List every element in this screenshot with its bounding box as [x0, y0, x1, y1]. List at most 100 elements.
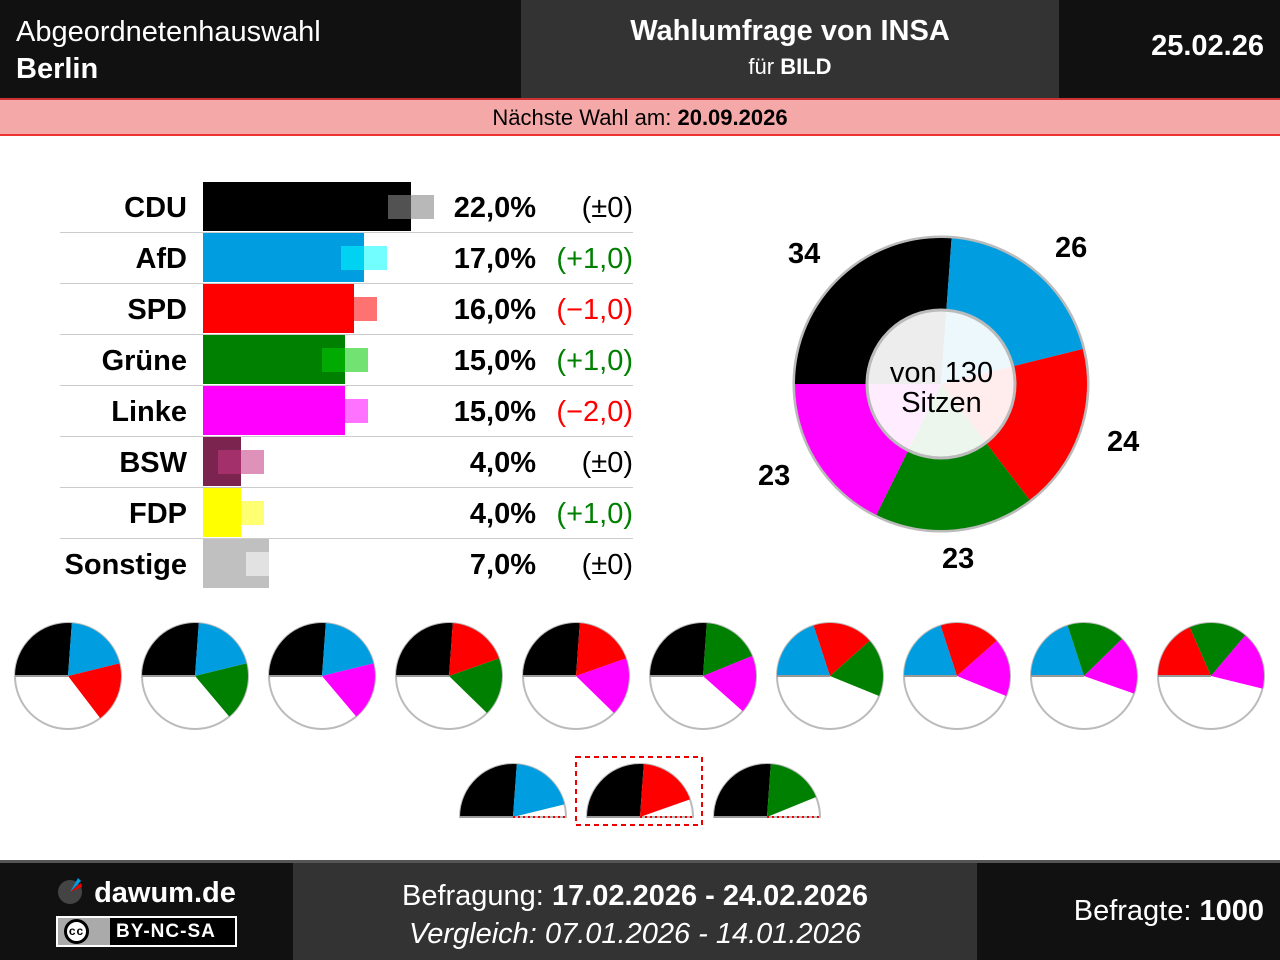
seat-donut-chart — [792, 235, 1090, 533]
coalition-cdu-spd-grüne[interactable] — [395, 622, 503, 730]
election-title: Abgeordnetenhauswahl Berlin — [0, 0, 521, 98]
coalition-cdu-spd-linke[interactable] — [522, 622, 630, 730]
coalition-segment — [714, 764, 771, 817]
compare-label: Vergleich: — [408, 918, 537, 950]
coalition-segment — [777, 625, 830, 676]
coalition-segment — [1067, 623, 1122, 676]
coalition-cdu-afd-spd[interactable] — [14, 622, 122, 730]
coalition-segment — [449, 658, 502, 714]
survey-period: 17.02.2026 - 24.02.2026 — [551, 880, 868, 912]
party-row: Sonstige 7,0% (±0) — [60, 539, 633, 590]
coalition-segment — [322, 623, 374, 676]
seat-label-gruene: 23 — [942, 543, 975, 575]
coalition-segment — [830, 640, 884, 696]
party-change: (−1,0) — [556, 294, 633, 326]
next-election-banner: Nächste Wahl am: 20.09.2026 — [0, 98, 1280, 136]
coalition-afd-grüne-linke[interactable] — [1030, 622, 1138, 730]
previous-value-marker — [387, 195, 434, 219]
coalition-segment — [904, 625, 957, 676]
coalition-cdu-afd-linke[interactable] — [268, 622, 376, 730]
coalition-segment — [68, 623, 120, 676]
party-name: BSW — [119, 447, 187, 479]
party-change: (+1,0) — [556, 243, 633, 275]
coalition-charts — [14, 622, 1265, 826]
total-seats-label: von 130 Sitzen — [889, 357, 994, 419]
party-row: AfD 17,0% (+1,0) — [60, 233, 633, 284]
next-election-label: Nächste Wahl am: — [492, 105, 672, 130]
poll-title: Wahlumfrage von INSA für BILD — [521, 0, 1059, 98]
coalition-segment — [767, 764, 817, 817]
party-percent: 4,0% — [469, 447, 536, 479]
party-percent: 22,0% — [453, 192, 536, 224]
coalition-segment — [523, 623, 580, 676]
coalition-afd-spd-grüne[interactable] — [776, 622, 884, 730]
party-percent: 15,0% — [453, 345, 536, 377]
coalition-segment — [640, 764, 690, 817]
client: BILD — [780, 54, 832, 79]
previous-value-marker — [331, 297, 378, 321]
seat-label-spd: 24 — [1107, 426, 1140, 458]
seat-label-afd: 26 — [1055, 232, 1088, 264]
coalition-segment — [15, 623, 72, 676]
survey-label: Befragung: — [401, 880, 544, 912]
coalition-segment — [576, 623, 626, 676]
coalition-segment — [813, 623, 870, 676]
party-change: (+1,0) — [556, 498, 633, 530]
party-row: Grüne 15,0% (+1,0) — [60, 335, 633, 386]
dawum-logo-icon — [58, 878, 82, 904]
previous-value-marker — [321, 399, 368, 423]
region-name: Berlin — [16, 53, 99, 85]
site-logo[interactable]: dawum.de — [56, 875, 236, 910]
coalition-segment — [449, 623, 499, 676]
highlight-box — [575, 756, 703, 826]
coalition-segment — [1084, 638, 1137, 694]
party-name: AfD — [135, 243, 187, 275]
party-change: (−2,0) — [556, 396, 633, 428]
party-name: Grüne — [101, 345, 187, 377]
party-row: Linke 15,0% (−2,0) — [60, 386, 633, 437]
donut-outline — [792, 235, 1090, 533]
client-prefix: für — [748, 54, 775, 79]
coalition-segment — [1031, 625, 1084, 676]
coalition-segment — [703, 656, 757, 712]
license-text: BY-NC-SA — [116, 921, 216, 942]
coalition-segment — [68, 663, 121, 719]
license-badge[interactable]: cc BY-NC-SA — [56, 916, 237, 947]
coalition-segment — [650, 623, 707, 676]
party-percent: 15,0% — [453, 396, 536, 428]
party-bar — [203, 284, 355, 333]
party-change: (±0) — [581, 447, 633, 479]
poll-date: 25.02.26 — [1059, 0, 1280, 98]
coalition-segment — [396, 623, 453, 676]
coalition-afd-spd-linke[interactable] — [903, 622, 1011, 730]
respondents-count: 1000 — [1199, 895, 1264, 927]
party-percent: 17,0% — [453, 243, 536, 275]
party-change: (±0) — [581, 549, 633, 581]
coalition-segment — [322, 663, 375, 717]
next-election-date: 20.09.2026 — [677, 105, 788, 130]
footer: dawum.de cc BY-NC-SA Befragung: 17.02.202… — [0, 860, 1280, 960]
coalition-cdu-afd-grüne[interactable] — [141, 622, 249, 730]
coalition-cdu-grüne-linke[interactable] — [649, 622, 757, 730]
previous-value-marker — [340, 246, 387, 270]
previous-value-marker — [217, 501, 264, 525]
coalition-cdu-grüne[interactable] — [712, 763, 822, 818]
donut-hole — [865, 308, 1017, 460]
party-name: Sonstige — [64, 549, 187, 581]
cc-icon: cc — [64, 919, 89, 944]
party-row: FDP 4,0% (+1,0) — [60, 488, 633, 539]
coalition-cdu-afd[interactable] — [458, 763, 568, 818]
party-bar — [203, 182, 411, 231]
coalition-segment — [587, 764, 644, 817]
coalition-spd-grüne-linke[interactable] — [1157, 622, 1265, 730]
respondents-label: Befragte: — [1073, 895, 1192, 927]
previous-value-marker — [217, 450, 264, 474]
coalition-segment — [513, 764, 565, 817]
coalition-cdu-spd[interactable] — [585, 763, 695, 818]
party-bar — [203, 233, 364, 282]
party-row: BSW 4,0% (±0) — [60, 437, 633, 488]
election-name: Abgeordnetenhauswahl — [16, 16, 321, 48]
compare-period: 07.01.2026 - 14.01.2026 — [544, 918, 861, 950]
party-bar — [203, 335, 345, 384]
coalition-segment — [957, 640, 1011, 696]
